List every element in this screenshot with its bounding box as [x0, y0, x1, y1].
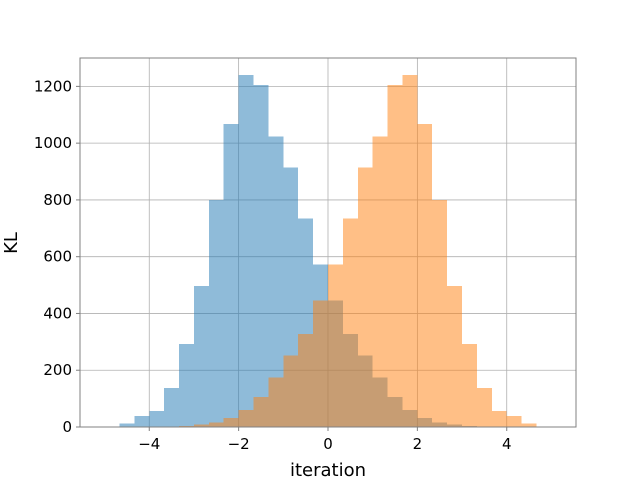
- histogram-bar: [208, 422, 224, 427]
- histogram-bar: [253, 84, 269, 427]
- series-1-bars: [179, 75, 552, 428]
- histogram-bar: [432, 199, 448, 427]
- histogram-bar: [193, 424, 209, 427]
- histogram-bar: [268, 377, 284, 427]
- histogram-bar: [223, 123, 239, 428]
- histogram-bar: [387, 84, 403, 427]
- histogram-bar: [402, 75, 418, 428]
- histogram-bar: [372, 136, 388, 427]
- x-tick-label: 0: [323, 435, 333, 453]
- histogram-bar: [164, 387, 180, 427]
- y-tick-label: 0: [62, 418, 72, 436]
- histogram-bars: [104, 75, 552, 428]
- histogram-bar: [327, 264, 343, 427]
- histogram-bar: [179, 343, 194, 427]
- y-tick-label: 1200: [34, 77, 72, 95]
- histogram-bar: [462, 343, 477, 427]
- y-axis-label: KL: [1, 232, 22, 254]
- y-tick-label: 1000: [34, 134, 72, 152]
- histogram-bar: [238, 409, 254, 427]
- histogram-bar: [342, 218, 358, 427]
- x-tick-label: 2: [413, 435, 423, 453]
- y-tick-label: 800: [43, 191, 72, 209]
- histogram-bar: [298, 334, 314, 427]
- histogram-bar: [119, 423, 135, 427]
- histogram-bar: [268, 136, 284, 427]
- histogram-bar: [193, 285, 209, 427]
- histogram-bar: [149, 410, 165, 427]
- histogram-bar: [357, 167, 373, 427]
- histogram-bar: [491, 410, 507, 427]
- y-tick-label: 200: [43, 361, 72, 379]
- x-tick-label: 4: [502, 435, 512, 453]
- histogram-bar: [238, 75, 254, 428]
- histogram-bar: [313, 300, 328, 427]
- x-tick-label: −4: [138, 435, 160, 453]
- histogram-bar: [208, 199, 224, 427]
- histogram-bar: [223, 417, 239, 427]
- x-axis-label: iteration: [290, 460, 366, 480]
- histogram-bar: [134, 416, 150, 427]
- histogram-bar: [506, 416, 522, 427]
- histogram-bar: [476, 387, 492, 427]
- x-tick-label: −2: [228, 435, 250, 453]
- y-tick-label: 400: [43, 304, 72, 322]
- histogram-bar: [283, 355, 299, 427]
- axis-ticks: −4 −2 0 2 4 0 200 400 600 800 1000 1200: [34, 77, 512, 453]
- histogram-bar: [417, 123, 433, 428]
- histogram-bar: [447, 285, 463, 427]
- histogram-bar: [521, 423, 537, 427]
- histogram-bar: [253, 397, 269, 427]
- y-tick-label: 600: [43, 248, 72, 266]
